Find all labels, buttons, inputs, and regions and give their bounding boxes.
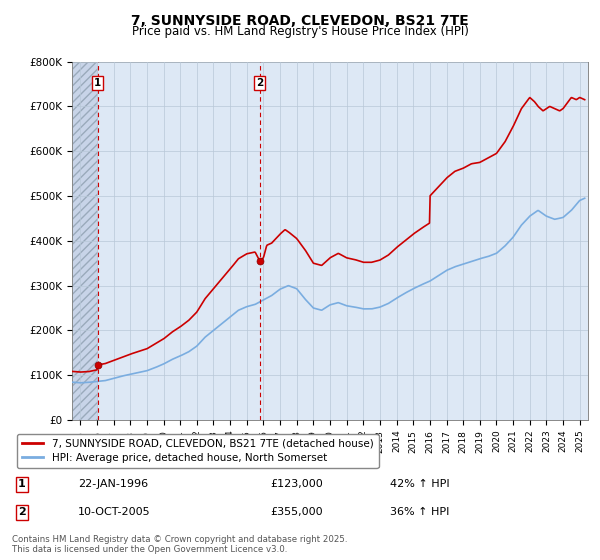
Bar xyxy=(72,62,98,420)
Bar xyxy=(98,62,260,420)
Text: 1: 1 xyxy=(18,479,26,489)
Text: £355,000: £355,000 xyxy=(270,507,323,517)
Text: 7, SUNNYSIDE ROAD, CLEVEDON, BS21 7TE: 7, SUNNYSIDE ROAD, CLEVEDON, BS21 7TE xyxy=(131,14,469,28)
Text: Contains HM Land Registry data © Crown copyright and database right 2025.
This d: Contains HM Land Registry data © Crown c… xyxy=(12,535,347,554)
Text: 2: 2 xyxy=(18,507,26,517)
Text: 36% ↑ HPI: 36% ↑ HPI xyxy=(390,507,449,517)
Text: 10-OCT-2005: 10-OCT-2005 xyxy=(78,507,151,517)
Text: 42% ↑ HPI: 42% ↑ HPI xyxy=(390,479,449,489)
Bar xyxy=(72,62,98,420)
Text: £123,000: £123,000 xyxy=(270,479,323,489)
Text: 1: 1 xyxy=(94,78,101,88)
Text: 22-JAN-1996: 22-JAN-1996 xyxy=(78,479,148,489)
Legend: 7, SUNNYSIDE ROAD, CLEVEDON, BS21 7TE (detached house), HPI: Average price, deta: 7, SUNNYSIDE ROAD, CLEVEDON, BS21 7TE (d… xyxy=(17,433,379,468)
Text: 2: 2 xyxy=(256,78,263,88)
Text: Price paid vs. HM Land Registry's House Price Index (HPI): Price paid vs. HM Land Registry's House … xyxy=(131,25,469,38)
